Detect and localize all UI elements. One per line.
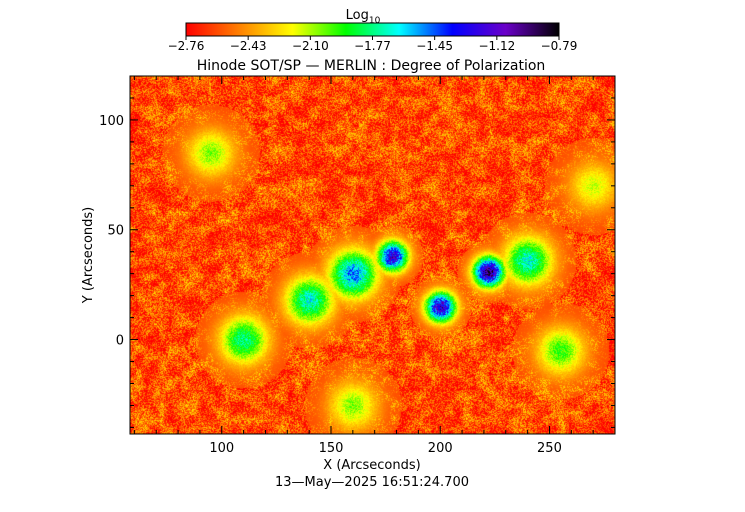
y-tick-label: 100	[99, 114, 124, 129]
colorbar-tick-label: −2.10	[292, 39, 329, 53]
chart-title: Hinode SOT/SP — MERLIN : Degree of Polar…	[197, 58, 546, 74]
y-tick-label: 0	[116, 334, 124, 349]
y-axis-label: Y (Arcseconds)	[81, 207, 96, 304]
colorbar-title: Log10	[346, 8, 381, 26]
colorbar-ticks: −2.76 −2.43 −2.10 −1.77 −1.45 −1.12 −0.79	[168, 36, 578, 53]
x-tick-label: 200	[428, 441, 453, 456]
plot-frame	[129, 75, 616, 435]
x-tick-label: 250	[537, 441, 562, 456]
x-axis: 100 150 200 250	[133, 76, 616, 456]
y-axis: 100 50 0	[99, 75, 615, 428]
x-tick-label: 150	[319, 441, 344, 456]
x-axis-label: X (Arcseconds)	[323, 458, 420, 473]
colorbar-tick-label: −2.76	[168, 39, 205, 53]
colorbar-tick-label: −1.77	[354, 39, 391, 53]
colorbar-tick-label: −0.79	[541, 39, 578, 53]
timestamp: 13—May—2025 16:51:24.700	[275, 475, 469, 490]
x-tick-label: 100	[209, 441, 234, 456]
heatmap-raster	[130, 76, 615, 434]
colorbar-tick-label: −2.43	[230, 39, 267, 53]
colorbar-gradient	[185, 22, 560, 37]
colorbar-tick-label: −1.45	[416, 39, 453, 53]
y-tick-label: 50	[107, 224, 124, 239]
colorbar-tick-label: −1.12	[478, 39, 515, 53]
colorbar: Log10 −2.76 −2.43 −2.10 −1.77 −1.45 −1.12 −0.7…	[168, 8, 578, 53]
heatmap-image	[130, 76, 615, 434]
